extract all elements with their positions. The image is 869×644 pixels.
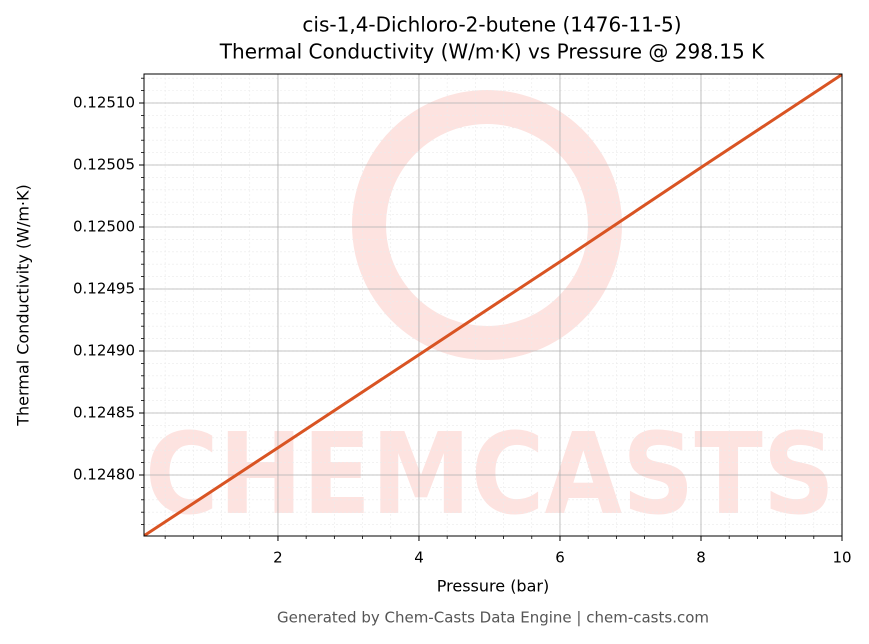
y-tick-label: 0.12500 xyxy=(73,218,135,236)
x-tick-label: 6 xyxy=(555,549,565,567)
data-line xyxy=(144,74,842,536)
y-tick-label: 0.12490 xyxy=(73,342,135,360)
x-tick-label: 8 xyxy=(696,549,706,567)
watermark-logo xyxy=(352,90,622,360)
chart-subtitle: Thermal Conductivity (W/m·K) vs Pressure… xyxy=(219,40,765,64)
y-tick-label: 0.12505 xyxy=(73,156,135,174)
x-tick-label: 4 xyxy=(414,549,424,567)
chart-title: cis-1,4-Dichloro-2-butene (1476-11-5) xyxy=(302,13,681,37)
x-axis-label: Pressure (bar) xyxy=(437,577,549,596)
footer: Generated by Chem-Casts Data Engine | ch… xyxy=(277,609,709,627)
y-tick-label: 0.12510 xyxy=(73,94,135,112)
x-tick-label: 10 xyxy=(832,549,851,567)
y-tick-label: 0.12495 xyxy=(73,280,135,298)
x-tick-label: 2 xyxy=(273,549,283,567)
y-tick-label: 0.12485 xyxy=(73,403,135,421)
plot-frame xyxy=(143,73,843,537)
y-tick-label: 0.12480 xyxy=(73,465,135,483)
y-axis-label: Thermal Conductivity (W/m·K) xyxy=(14,184,33,427)
